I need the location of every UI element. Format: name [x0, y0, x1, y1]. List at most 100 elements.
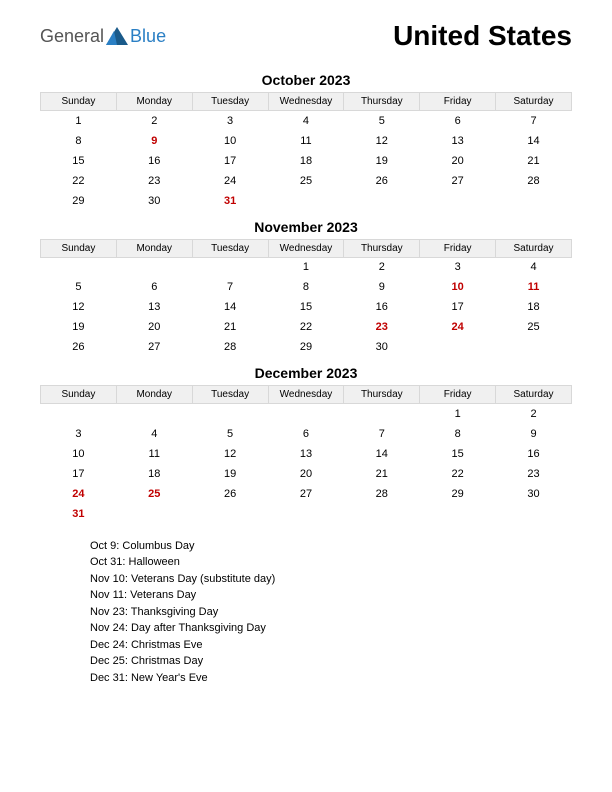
calendar-cell: 4: [268, 111, 344, 131]
calendar-cell: 15: [268, 297, 344, 317]
calendar-cell: 26: [344, 171, 420, 191]
calendar-cell: 20: [420, 151, 496, 171]
calendar-cell: 31: [41, 504, 117, 524]
calendar-cell: [116, 257, 192, 277]
calendar-cell: 1: [420, 404, 496, 424]
calendar-row: 24252627282930: [41, 484, 572, 504]
calendar-month: October 2023SundayMondayTuesdayWednesday…: [40, 72, 572, 211]
calendar-cell: 9: [496, 424, 572, 444]
calendar-row: 10111213141516: [41, 444, 572, 464]
calendar-cell: 18: [116, 464, 192, 484]
calendar-cell: 8: [420, 424, 496, 444]
day-header: Wednesday: [268, 386, 344, 404]
calendar-cell: 19: [192, 464, 268, 484]
calendar-table: SundayMondayTuesdayWednesdayThursdayFrid…: [40, 385, 572, 524]
calendar-cell: [268, 504, 344, 524]
holiday-entry: Nov 11: Veterans Day: [90, 587, 612, 604]
calendar-cell: 11: [116, 444, 192, 464]
holiday-entry: Nov 23: Thanksgiving Day: [90, 604, 612, 621]
calendar-cell: 4: [116, 424, 192, 444]
calendar-cell: 10: [420, 277, 496, 297]
calendar-cell: [192, 257, 268, 277]
day-header: Friday: [420, 386, 496, 404]
day-header: Saturday: [496, 239, 572, 257]
calendar-cell: 8: [268, 277, 344, 297]
day-header: Tuesday: [192, 93, 268, 111]
calendar-cell: 14: [496, 131, 572, 151]
calendar-cell: 15: [41, 151, 117, 171]
calendar-cell: 9: [116, 131, 192, 151]
calendar-cell: [41, 257, 117, 277]
calendar-row: 1234: [41, 257, 572, 277]
calendar-cell: 22: [420, 464, 496, 484]
calendar-row: 1234567: [41, 111, 572, 131]
month-title: December 2023: [40, 365, 572, 381]
calendar-row: 19202122232425: [41, 317, 572, 337]
calendar-cell: 22: [268, 317, 344, 337]
calendar-cell: 19: [344, 151, 420, 171]
calendar-cell: 1: [268, 257, 344, 277]
holiday-entry: Dec 25: Christmas Day: [90, 653, 612, 670]
day-header: Sunday: [41, 386, 117, 404]
calendar-cell: 13: [420, 131, 496, 151]
calendar-cell: 25: [116, 484, 192, 504]
calendar-row: 12131415161718: [41, 297, 572, 317]
calendar-cell: [344, 504, 420, 524]
calendar-cell: 6: [116, 277, 192, 297]
calendar-cell: [496, 337, 572, 357]
calendar-cell: 30: [344, 337, 420, 357]
calendar-row: 567891011: [41, 277, 572, 297]
calendar-cell: 19: [41, 317, 117, 337]
calendar-row: 15161718192021: [41, 151, 572, 171]
calendar-row: 17181920212223: [41, 464, 572, 484]
calendar-cell: 16: [116, 151, 192, 171]
day-header: Monday: [116, 239, 192, 257]
calendar-cell: 29: [41, 191, 117, 211]
calendar-cell: [344, 191, 420, 211]
calendar-table: SundayMondayTuesdayWednesdayThursdayFrid…: [40, 239, 572, 358]
holiday-entry: Oct 9: Columbus Day: [90, 538, 612, 555]
day-header: Sunday: [41, 239, 117, 257]
calendar-cell: 27: [268, 484, 344, 504]
calendar-cell: [192, 504, 268, 524]
calendar-cell: 20: [116, 317, 192, 337]
calendar-cell: 4: [496, 257, 572, 277]
calendar-cell: 5: [41, 277, 117, 297]
calendar-cell: 23: [116, 171, 192, 191]
calendar-row: 293031: [41, 191, 572, 211]
holiday-entry: Nov 24: Day after Thanksgiving Day: [90, 620, 612, 637]
calendar-cell: [41, 404, 117, 424]
day-header: Thursday: [344, 93, 420, 111]
holiday-entry: Dec 24: Christmas Eve: [90, 637, 612, 654]
day-header: Tuesday: [192, 239, 268, 257]
month-title: November 2023: [40, 219, 572, 235]
calendar-row: 891011121314: [41, 131, 572, 151]
calendar-cell: 31: [192, 191, 268, 211]
calendar-cell: 14: [192, 297, 268, 317]
calendar-cell: 30: [496, 484, 572, 504]
calendar-cell: 2: [496, 404, 572, 424]
calendar-cell: [496, 504, 572, 524]
calendar-cell: 16: [496, 444, 572, 464]
holiday-entry: Nov 10: Veterans Day (substitute day): [90, 571, 612, 588]
calendar-row: 3456789: [41, 424, 572, 444]
calendar-cell: [496, 191, 572, 211]
calendar-cell: 11: [496, 277, 572, 297]
calendar-cell: 25: [496, 317, 572, 337]
calendar-cell: 23: [496, 464, 572, 484]
day-header: Saturday: [496, 93, 572, 111]
calendar-cell: 26: [41, 337, 117, 357]
calendar-cell: 28: [496, 171, 572, 191]
calendar-cell: 24: [192, 171, 268, 191]
logo-text-general: General: [40, 26, 104, 47]
calendar-cell: 12: [192, 444, 268, 464]
holiday-entry: Oct 31: Halloween: [90, 554, 612, 571]
day-header: Thursday: [344, 386, 420, 404]
day-header: Tuesday: [192, 386, 268, 404]
calendars-container: October 2023SundayMondayTuesdayWednesday…: [0, 72, 612, 524]
day-header: Monday: [116, 93, 192, 111]
logo-text-blue: Blue: [130, 26, 166, 47]
day-header: Friday: [420, 93, 496, 111]
day-header: Friday: [420, 239, 496, 257]
page-title: United States: [393, 20, 572, 52]
